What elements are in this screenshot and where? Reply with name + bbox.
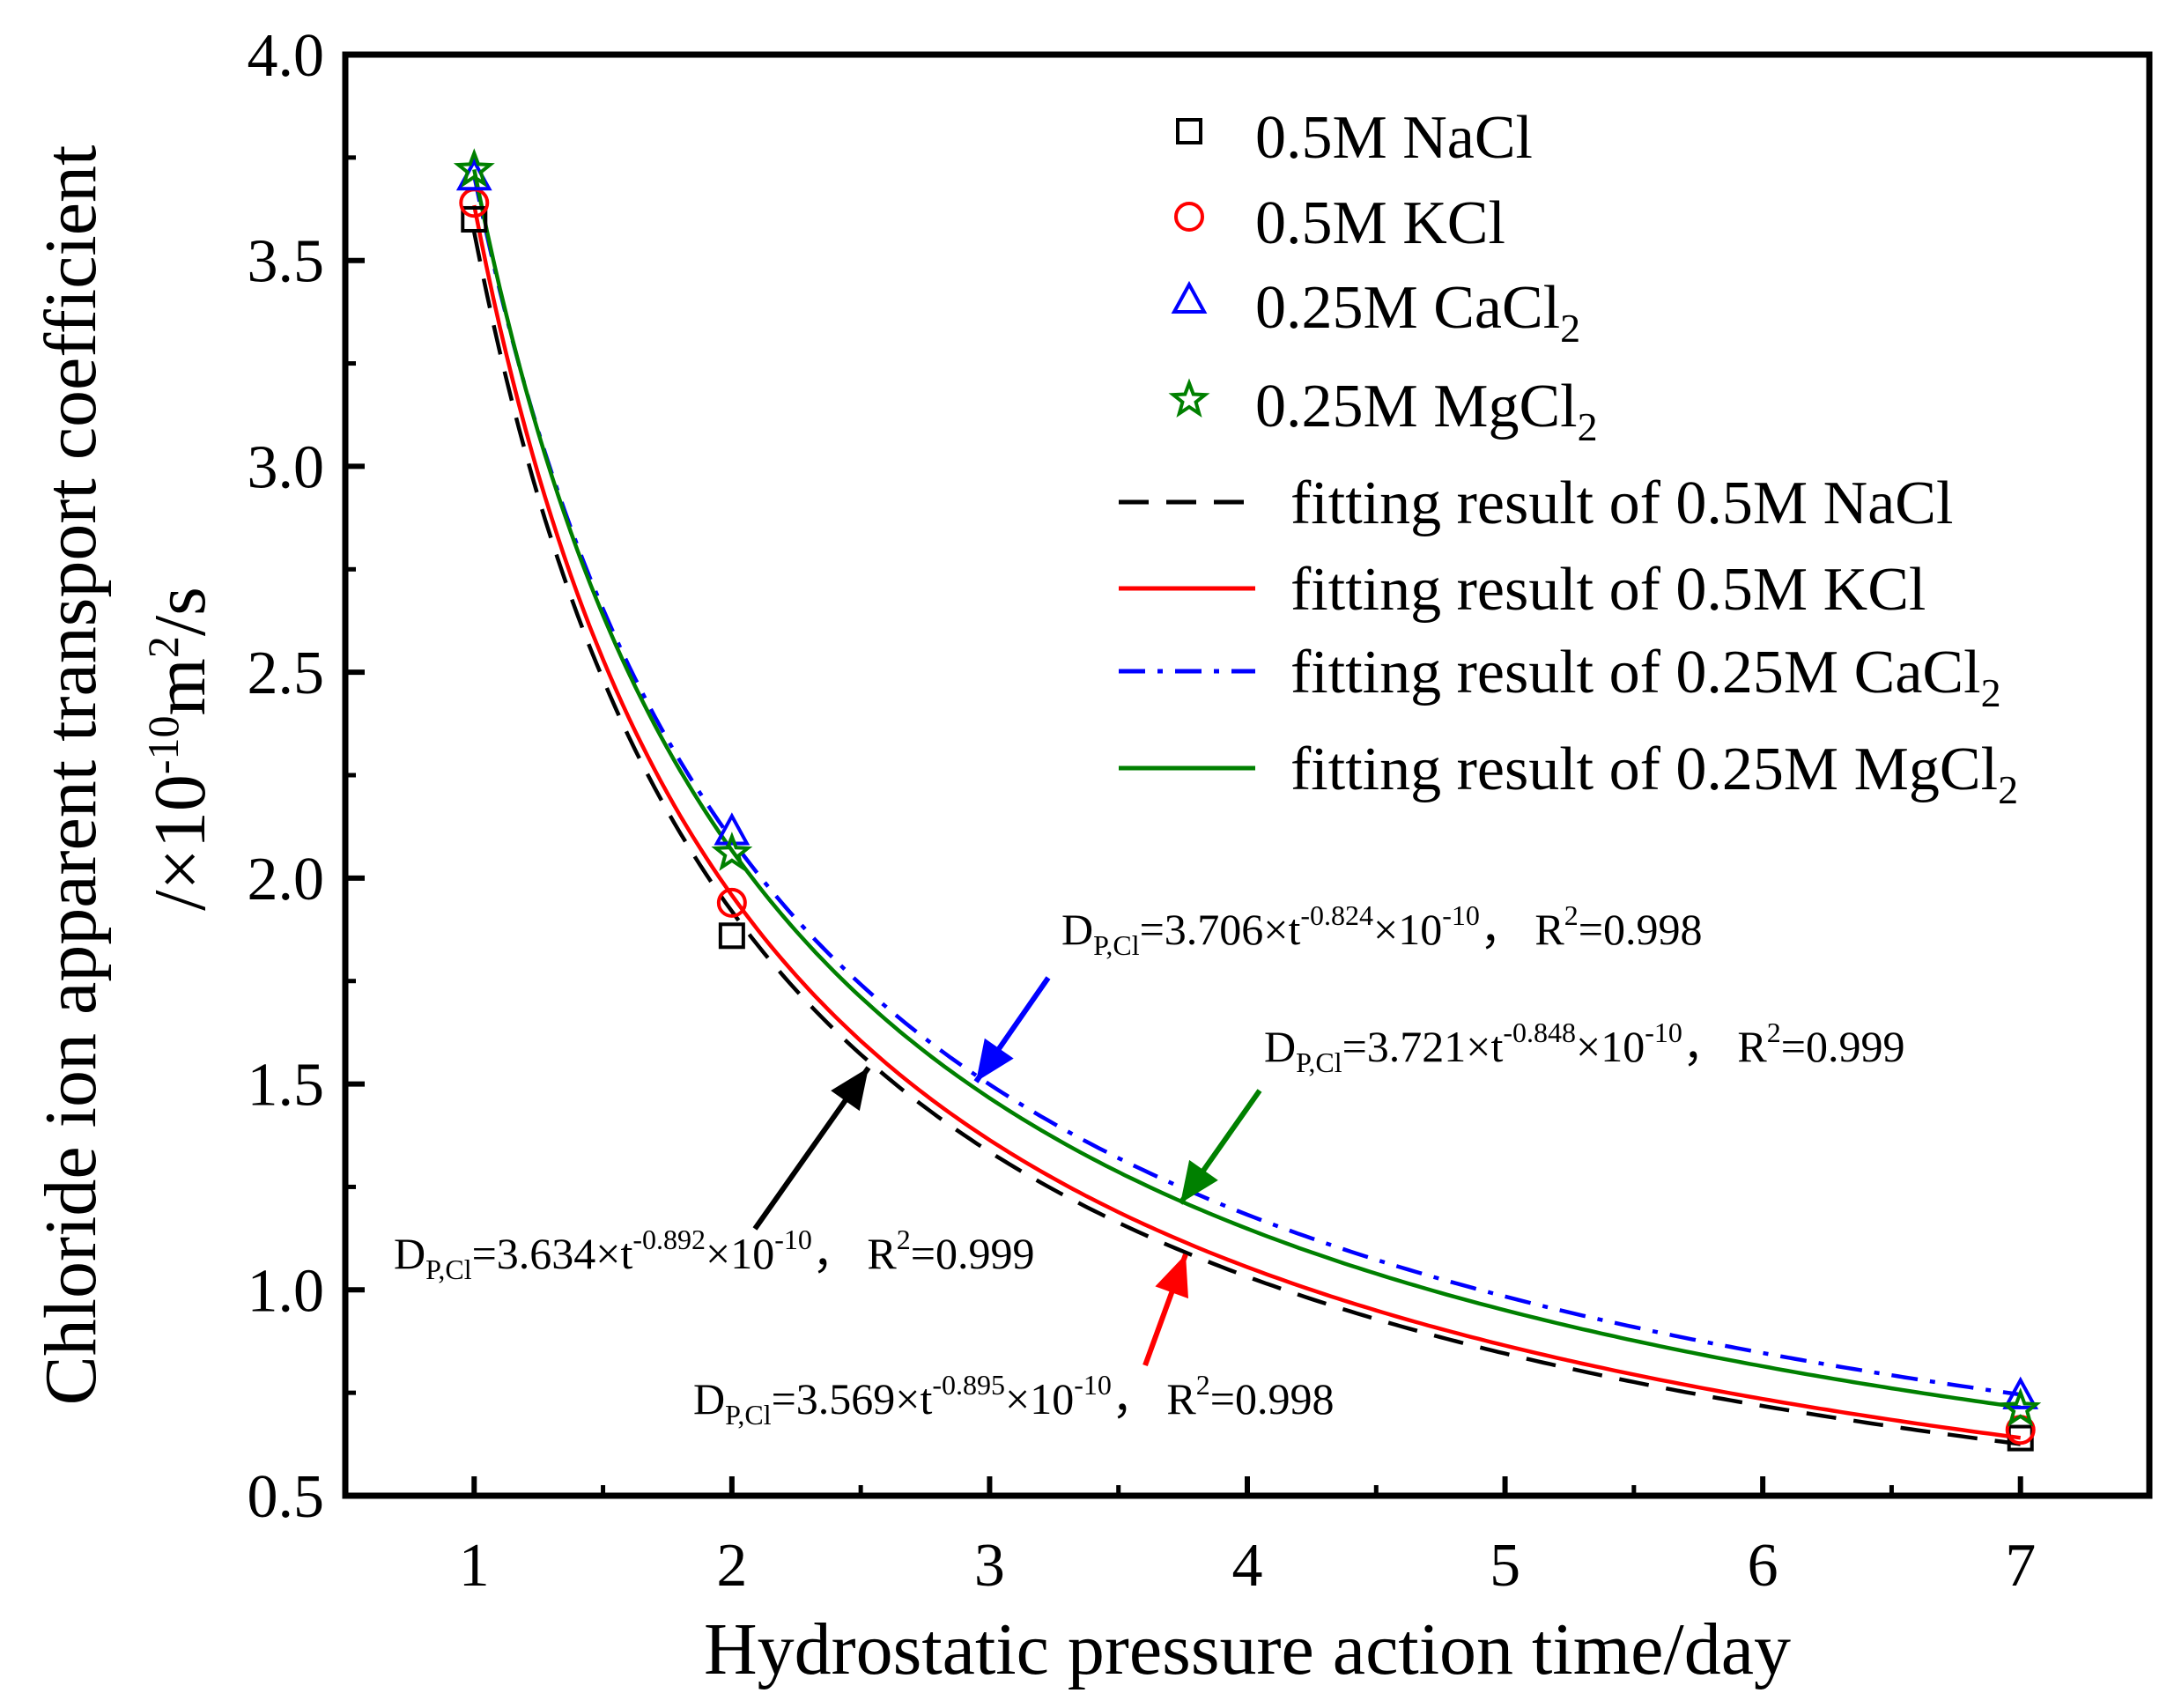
y-tick-label: 1.0 — [248, 1257, 325, 1325]
x-tick-label: 2 — [716, 1532, 747, 1600]
x-tick-label: 4 — [1232, 1532, 1263, 1600]
data-point-series-3 — [714, 812, 751, 846]
x-tick-label: 5 — [1490, 1532, 1520, 1600]
y-tick-label: 1.5 — [248, 1052, 325, 1120]
data-point-series-1 — [718, 922, 745, 950]
y-tick-label: 4.0 — [248, 22, 325, 90]
data-point-series-1 — [461, 205, 488, 233]
legend-label-2: 0.5M KCl — [1255, 189, 1505, 257]
x-tick-label: 7 — [2005, 1532, 2036, 1600]
x-tick-label: 1 — [459, 1532, 490, 1600]
arrow-nacl-head — [1155, 1254, 1189, 1299]
y-axis-title-line1: Chloride ion apparent transport coeffici… — [30, 145, 112, 1406]
fit-curve-2 — [472, 204, 2022, 1440]
legend-fit-label-4: fitting result of 0.25M MgCl2 — [1290, 736, 2018, 812]
arrow-kcl-head — [831, 1068, 869, 1112]
equation-nacl: DP,Cl=3.569×t-0.895×10-10， R2=0.998 — [693, 1369, 1334, 1431]
legend-fit-label-1: fitting result of 0.5M NaCl — [1290, 470, 1953, 537]
fit-curve-4 — [472, 168, 2022, 1409]
x-axis-title: Hydrostatic pressure action time/day — [704, 1608, 1791, 1690]
legend-fit-label-2: fitting result of 0.5M KCl — [1290, 556, 1926, 624]
legend-label-1: 0.5M NaCl — [1255, 104, 1533, 172]
legend-marker-4 — [1168, 378, 1210, 418]
legend-label-3: 0.25M CaCl2 — [1255, 274, 1580, 351]
y-tick-label: 2.0 — [248, 846, 325, 913]
data-point-series-4 — [453, 148, 495, 188]
legend-fit-label-3: fitting result of 0.25M CaCl2 — [1290, 639, 2001, 715]
legend-label-4: 0.25M MgCl2 — [1255, 373, 1598, 449]
plot-area: 1 2 3 4 5 6 7 0.5 1.0 1.5 2.0 2.5 3.0 3.5 4.0 Hydrostat… — [30, 22, 2153, 1690]
legend-marker-1 — [1176, 118, 1202, 144]
data-point-series-4 — [711, 832, 753, 871]
data-point-series-4 — [2000, 1387, 2042, 1427]
arrow-cacl2-head — [976, 1038, 1014, 1082]
y-tick-label: 0.5 — [248, 1463, 325, 1531]
x-tick-label: 3 — [974, 1532, 1005, 1600]
data-point-series-3 — [2002, 1376, 2039, 1409]
x-tick-label: 6 — [1748, 1532, 1778, 1600]
y-axis-title-line2: /×10-10m2/s — [138, 587, 221, 911]
arrow-mgcl2-head — [1180, 1159, 1218, 1203]
legend-marker-2 — [1174, 202, 1204, 232]
equation-cacl2: DP,Cl=3.706×t-0.824×10-10， R2=0.998 — [1061, 899, 1702, 961]
equation-kcl: DP,Cl=3.634×t-0.892×10-10， R2=0.999 — [394, 1224, 1034, 1285]
legend-marker-3 — [1171, 280, 1208, 314]
y-tick-label: 3.5 — [248, 228, 325, 296]
y-tick-label: 2.5 — [248, 640, 325, 707]
data-point-series-2 — [716, 887, 747, 918]
fit-curve-1 — [472, 232, 2022, 1446]
equation-mgcl2: DP,Cl=3.721×t-0.848×10-10， R2=0.999 — [1264, 1017, 1904, 1078]
y-tick-label: 3.0 — [248, 433, 325, 501]
